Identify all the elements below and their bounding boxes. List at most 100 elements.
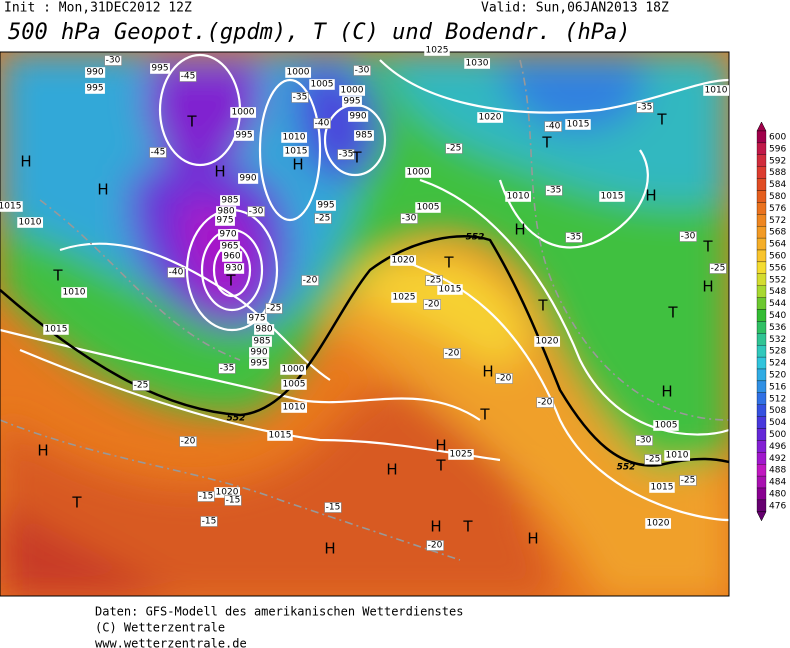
- colorbar-label: 572: [769, 216, 786, 226]
- isobar-label: 995: [317, 201, 334, 211]
- temperature-label: -25: [711, 264, 726, 274]
- isobar-label: 960: [223, 252, 240, 262]
- isobar-label-box: [43, 324, 69, 335]
- isobar-label-box: [234, 130, 254, 141]
- colorbar-swatch: [756, 499, 767, 512]
- isobar-label: 975: [248, 314, 265, 324]
- colorbar-label: 596: [769, 144, 786, 154]
- colorbar-swatch: [756, 214, 767, 227]
- colorbar-label: 488: [769, 466, 786, 476]
- isobar-label: 930: [225, 264, 242, 274]
- isobar-label: 1000: [287, 68, 310, 78]
- temperature-label-box: [301, 275, 319, 286]
- pressure-center: T: [462, 518, 473, 536]
- pressure-center: T: [351, 149, 362, 167]
- isobar-label: 965: [221, 242, 238, 252]
- colorbar-swatch: [756, 309, 767, 322]
- isobar-label-box: [218, 229, 239, 240]
- temperature-label: -30: [106, 56, 121, 66]
- colorbar-swatch: [756, 428, 767, 441]
- temperature-label-box: [291, 92, 309, 103]
- pressure-center: H: [20, 153, 31, 171]
- colorbar-swatch: [756, 190, 767, 203]
- isobar-label: 1010: [705, 86, 728, 96]
- isobar-label-box: [464, 58, 491, 69]
- pressure-center: H: [386, 461, 397, 479]
- isotherms: [0, 59, 729, 561]
- colorbar-label: 588: [769, 168, 786, 178]
- temperature-label: -15: [226, 496, 241, 506]
- pressure-center: T: [702, 238, 713, 256]
- colorbar-label: 508: [769, 406, 786, 416]
- contour-552-label: 552: [617, 463, 636, 473]
- colorbar-swatch: [756, 142, 767, 155]
- isobar-label: 1015: [567, 120, 590, 130]
- isobar-label-box: [645, 518, 672, 529]
- isobar-label: 1010: [666, 451, 689, 461]
- init-time: Init : Mon,31DEC2012 12Z: [4, 1, 192, 16]
- contour-552-label: 552: [466, 233, 485, 243]
- colorbar-swatch: [756, 273, 767, 286]
- pressure-center: H: [430, 518, 441, 536]
- isobar-label-box: [17, 217, 44, 228]
- colorbar-swatch: [756, 416, 767, 429]
- temperature-label: -30: [681, 232, 696, 242]
- temperature-label-box: [200, 516, 218, 527]
- temperature-label-box: [179, 436, 197, 447]
- isobar-label-box: [249, 347, 270, 358]
- colorbar-swatch: [756, 452, 767, 465]
- pressure-center: H: [514, 221, 525, 239]
- colorbar-swatch: [756, 464, 767, 477]
- isobar-label-box: [649, 482, 675, 493]
- isobar-label-box: [534, 336, 561, 347]
- isobar-label: 980: [217, 207, 234, 217]
- isobar-label: 1025: [450, 450, 473, 460]
- colorbar-swatch: [756, 154, 767, 167]
- isobar-label: 1010: [507, 192, 530, 202]
- colorbar-label: 492: [769, 454, 786, 464]
- temperature-label-box: [536, 397, 554, 408]
- isobar-label: 1000: [407, 168, 430, 178]
- temperature-label-box: [636, 102, 654, 113]
- isobar-label-box: [150, 63, 170, 74]
- temperature-label-box: [400, 213, 418, 224]
- temperature-label-box: [218, 363, 236, 374]
- isobar-label: 970: [219, 230, 236, 240]
- temperature-label-box: [679, 475, 697, 486]
- isobar-label: 1005: [655, 421, 678, 431]
- colorbar-swatch: [756, 297, 767, 310]
- temperature-label-box: [544, 121, 562, 132]
- temperature-label-box: [324, 502, 342, 513]
- isobar-label-box: [703, 85, 730, 96]
- pressure-center: T: [541, 134, 552, 152]
- isobar-label: 990: [239, 174, 256, 184]
- isobar-label-box: [653, 420, 679, 431]
- colorbar-swatch: [756, 440, 767, 453]
- isobar-label-box: [309, 79, 335, 90]
- isobar-label: 1010: [283, 403, 306, 413]
- isobar-label: 995: [86, 84, 103, 94]
- isobar-label: 985: [253, 337, 270, 347]
- isobar-label-box: [222, 251, 243, 262]
- isobar-label: 1015: [269, 431, 292, 441]
- isobar-label-box: [285, 67, 312, 78]
- colorbar-label: 504: [769, 418, 786, 428]
- temperature-label: -20: [428, 541, 443, 551]
- colorbar-label: 476: [769, 501, 786, 511]
- colorbar-label: 496: [769, 442, 786, 452]
- colorbar-label: 512: [769, 394, 786, 404]
- temperature-label: -20: [181, 437, 196, 447]
- temperature-label: -30: [637, 436, 652, 446]
- contour-552-label: 552: [227, 414, 246, 424]
- colorbar-label: 532: [769, 335, 786, 345]
- temperature-label-box: [149, 147, 167, 158]
- pressure-center: T: [52, 267, 63, 285]
- pressure-center: H: [324, 540, 335, 558]
- colorbar-label: 600: [769, 132, 786, 142]
- isobar-label: 1000: [232, 108, 255, 118]
- temperature-label-box: [337, 149, 355, 160]
- isobar-label: 1020: [536, 337, 559, 347]
- temperature-label: -35: [547, 186, 562, 196]
- temperature-label: -35: [339, 150, 354, 160]
